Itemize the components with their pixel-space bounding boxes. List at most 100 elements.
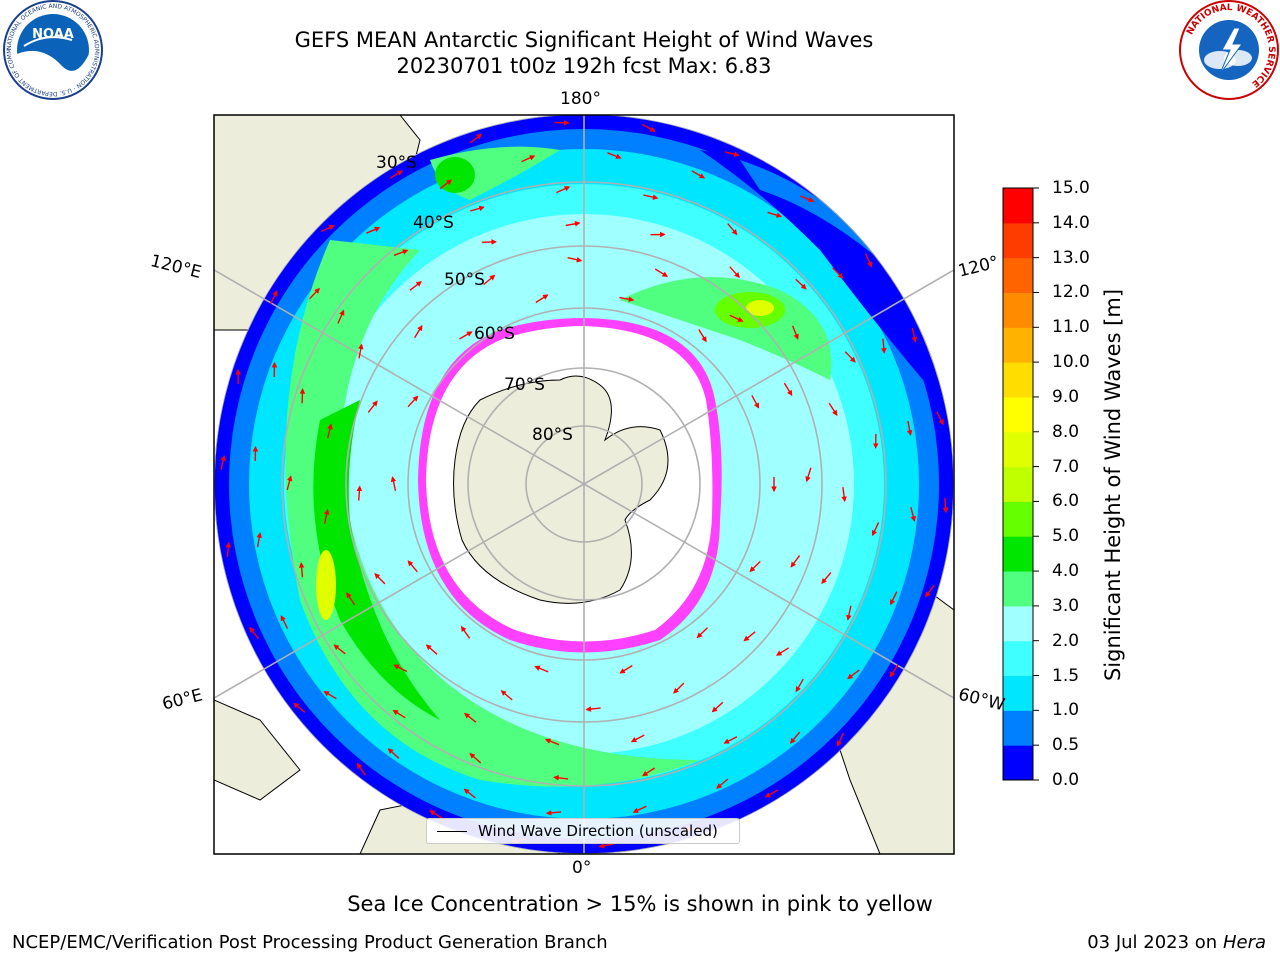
colorbar-segment [1003, 431, 1033, 468]
colorbar-tick-label: 0.5 [1052, 735, 1080, 756]
wind-wave-arrow [521, 155, 536, 163]
wind-wave-arrow [367, 400, 378, 413]
map-legend: Wind Wave Direction (unscaled) [426, 818, 740, 844]
wind-wave-arrow [393, 249, 409, 256]
wind-wave-arrow [337, 309, 345, 324]
wind-wave-arrow [630, 734, 645, 743]
wave-max-west [316, 550, 336, 620]
wind-wave-arrow [320, 224, 335, 233]
wind-wave-arrow [556, 186, 571, 194]
wind-wave-arrow [469, 133, 483, 144]
map-frame [213, 114, 955, 855]
wind-wave-arrow [500, 690, 513, 701]
lat-label-30s: 30°S [376, 153, 417, 173]
wind-wave-arrow [366, 226, 381, 234]
footer-host: Hera [1222, 932, 1266, 953]
wind-wave-arrow [711, 701, 724, 713]
wind-wave-arrow [795, 278, 807, 290]
legend-line [437, 831, 467, 832]
wind-wave-arrow [393, 664, 408, 673]
colorbar-tick-label: 12.0 [1052, 282, 1090, 303]
wind-wave-arrow [439, 179, 453, 190]
colorbar-tick-label: 4.0 [1052, 561, 1080, 582]
wind-wave-arrow [749, 561, 761, 573]
svg-text:NOAA: NOAA [32, 27, 74, 42]
wind-wave-arrow [225, 541, 232, 557]
colorbar-tick-label: 1.0 [1052, 700, 1080, 721]
colorbar-segment [1003, 292, 1033, 328]
colorbar-tick-label: 7.0 [1052, 456, 1080, 477]
wind-wave-arrow [846, 605, 852, 621]
colorbar-segment [1003, 675, 1033, 711]
wind-wave-arrow [481, 239, 497, 245]
wind-wave-arrow [470, 205, 485, 212]
wind-wave-arrow [925, 584, 935, 598]
wind-wave-arrow [463, 788, 476, 799]
lat-label-40s: 40°S [413, 213, 454, 233]
colorbar-tick-label: 13.0 [1052, 247, 1090, 268]
wind-wave-arrow [553, 775, 569, 781]
wind-wave-arrow [790, 555, 801, 568]
colorbar-tick-label: 10.0 [1052, 352, 1090, 373]
wind-wave-arrow [906, 420, 913, 436]
wind-wave-arrows [220, 119, 949, 849]
wind-wave-arrow [889, 591, 898, 606]
colorbar-label: Significant Height of Wind Waves [m] [1101, 288, 1125, 682]
wind-wave-arrow [775, 647, 790, 656]
wind-wave-arrow [889, 664, 899, 678]
wind-wave-arrow [392, 709, 406, 719]
wind-wave-arrow [270, 290, 278, 304]
colorbar-segment [1003, 362, 1033, 398]
colorbar [1003, 188, 1033, 781]
wind-wave-arrow [327, 423, 333, 439]
wind-wave-arrow [544, 738, 560, 746]
wind-wave-arrow [789, 731, 801, 744]
wind-wave-arrow [729, 266, 740, 279]
wind-wave-arrow [585, 706, 601, 712]
wind-wave-arrow [346, 592, 356, 606]
wind-wave-arrow [844, 351, 856, 363]
chart-title: GEFS MEAN Antarctic Significant Height o… [294, 28, 874, 52]
colorbar-tick-label: 8.0 [1052, 421, 1080, 442]
colorbar-tick-label: 9.0 [1052, 386, 1080, 407]
wind-wave-arrow [460, 625, 471, 639]
wind-wave-arrow [308, 287, 320, 300]
colorbar-tick-label: 5.0 [1052, 526, 1080, 547]
wind-wave-arrow [220, 455, 226, 470]
wind-wave-arrow [425, 644, 438, 655]
wind-wave-arrow [643, 194, 659, 200]
wind-wave-arrow [716, 778, 729, 789]
wind-wave-arrow [751, 395, 760, 409]
wind-wave-arrow [727, 223, 738, 236]
colorbar-segment [1003, 710, 1033, 746]
wind-wave-arrow [545, 810, 562, 816]
lat-label-80s: 80°S [532, 425, 573, 445]
wind-wave-arrow [673, 682, 685, 694]
wind-wave-arrow [323, 508, 330, 524]
wind-wave-arrow [871, 522, 880, 537]
lon-label-180: 180° [560, 89, 601, 109]
legend-label: Wind Wave Direction (unscaled) [478, 822, 718, 840]
wind-wave-arrow [409, 281, 422, 291]
colorbar-tick-label: 1.5 [1052, 665, 1080, 686]
lat-label-50s: 50°S [444, 270, 485, 290]
wind-wave-arrow [729, 314, 744, 322]
wind-wave-arrow [483, 274, 496, 286]
lon-label-0: 0° [572, 858, 592, 878]
colorbar-segment [1003, 257, 1033, 293]
wind-wave-arrow [414, 324, 423, 339]
wind-wave-arrow [567, 257, 583, 263]
wind-wave-arrow [783, 382, 793, 397]
colorbar-segment [1003, 188, 1033, 224]
colorbar-segment [1003, 327, 1033, 363]
wind-wave-arrow [799, 195, 815, 203]
wind-wave-arrow [642, 123, 656, 132]
colorbar-tick-label: 15.0 [1052, 178, 1090, 198]
wind-wave-arrow [795, 678, 804, 693]
wind-wave-arrow [805, 467, 812, 483]
colorbar-segment [1003, 396, 1033, 433]
wind-wave-arrow [698, 329, 707, 343]
wind-wave-arrow [832, 267, 844, 279]
wind-wave-arrow [298, 562, 305, 578]
